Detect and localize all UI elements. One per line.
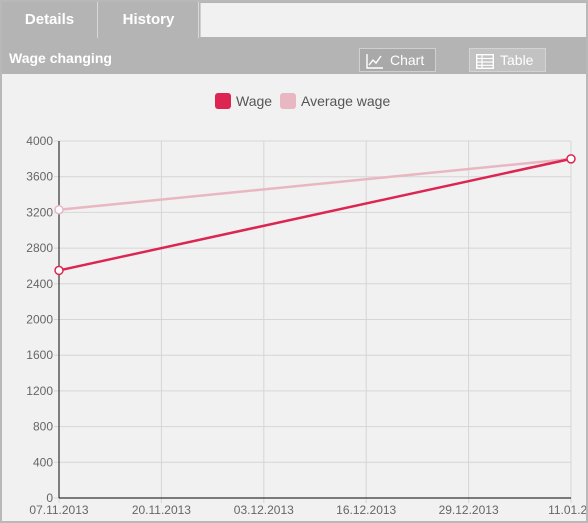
- legend-label-0: Wage: [236, 93, 272, 109]
- tab-history[interactable]: History: [99, 2, 199, 38]
- y-tick-label-6: 2400: [26, 277, 53, 291]
- series-0-point-0[interactable]: [54, 265, 64, 276]
- legend-swatch-0: [215, 93, 231, 109]
- y-tick-label-8: 3200: [26, 205, 53, 219]
- table-view-button[interactable]: Table: [469, 48, 546, 72]
- y-tick-label-4: 1600: [26, 348, 53, 362]
- chart-canvas: Wage Average wage 0 400 800 1200 1600 2000 2400…: [26, 93, 586, 517]
- y-tick-label-2: 800: [33, 420, 53, 434]
- chart-legend: Wage Average wage: [215, 93, 390, 109]
- chart-view-button[interactable]: Chart: [359, 48, 436, 72]
- series-line-0: [58, 157, 572, 272]
- x-tick-label-1: 20.11.2013: [132, 503, 191, 517]
- chart-series: [54, 154, 576, 276]
- chart-view-label: Chart: [390, 52, 425, 68]
- x-tick-label-3: 16.12.2013: [336, 503, 396, 517]
- chart-axes: 0 400 800 1200 1600 2000 2400 2800 3200 3600 4000 0…: [26, 134, 586, 517]
- x-tick-label-2: 03.12.2013: [234, 503, 294, 517]
- x-tick-label-4: 29.12.2013: [439, 503, 499, 517]
- tab-bar: Details History: [2, 2, 586, 38]
- y-tick-label-3: 1200: [26, 384, 53, 398]
- legend-label-1: Average wage: [301, 93, 390, 109]
- wage-line-chart: Wage Average wage 0 400 800 1200 1600 2000 2400…: [2, 74, 586, 523]
- line-chart-icon: [366, 53, 384, 75]
- series-0-point-1[interactable]: [566, 154, 576, 164]
- y-tick-label-10: 4000: [26, 134, 53, 148]
- tab-bar-empty-area: [200, 3, 586, 37]
- tab-details[interactable]: Details: [2, 2, 98, 38]
- legend-swatch-1: [280, 93, 296, 109]
- y-tick-label-7: 2800: [26, 241, 53, 255]
- y-tick-label-9: 3600: [26, 170, 53, 184]
- section-title: Wage changing: [9, 50, 112, 66]
- series-1-point-0[interactable]: [54, 204, 64, 215]
- table-icon: [475, 53, 495, 75]
- series-line-1: [58, 157, 572, 211]
- x-tick-label-5: 11.01.20: [548, 503, 586, 517]
- y-tick-label-1: 400: [33, 455, 53, 469]
- table-view-label: Table: [500, 52, 534, 68]
- y-tick-label-5: 2000: [26, 313, 53, 327]
- x-tick-label-0: 07.11.2013: [29, 503, 88, 517]
- section-header: Wage changing Chart Table: [2, 38, 586, 74]
- y-tick-label-0: 0: [46, 491, 53, 505]
- chart-grid: [59, 140, 572, 498]
